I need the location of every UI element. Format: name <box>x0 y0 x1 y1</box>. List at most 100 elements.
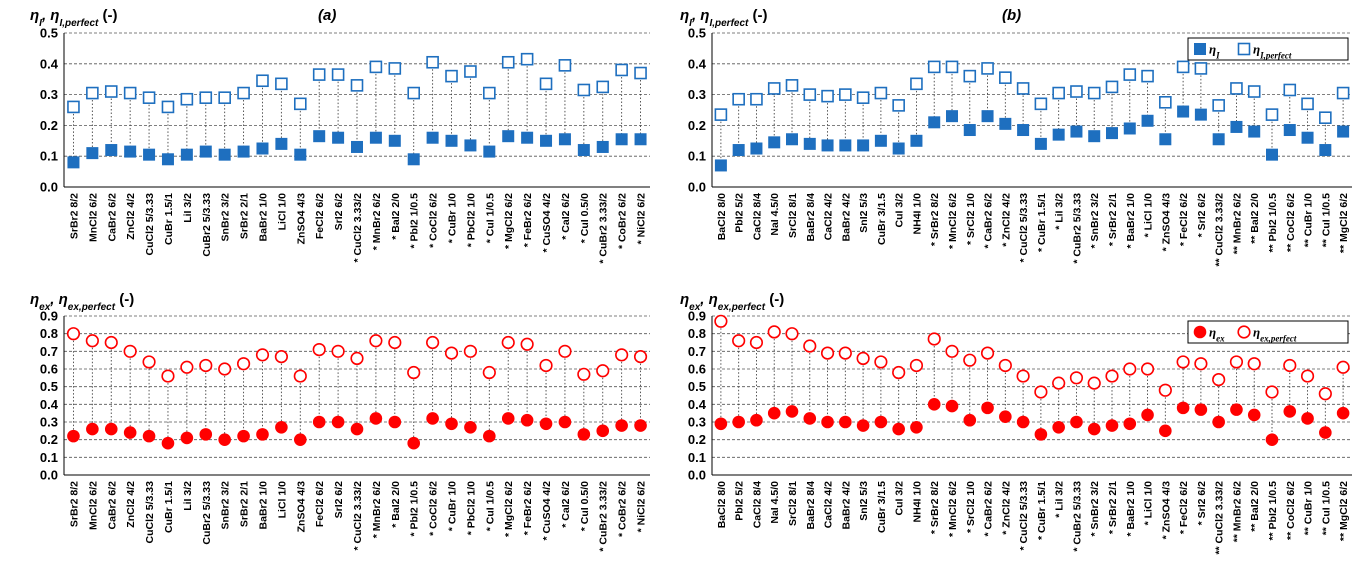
data-point-filled <box>928 116 941 129</box>
data-point-filled <box>910 134 923 147</box>
data-point-open <box>331 344 345 358</box>
data-point-filled <box>1159 133 1172 146</box>
x-category-label: * CuBr2 3.33/2 <box>598 193 610 264</box>
x-category-label: SrI2 6/2 <box>333 193 345 231</box>
data-point-open <box>1194 357 1208 371</box>
x-category-label: * LiCl 1/0 <box>1143 481 1155 526</box>
data-point-open <box>1301 97 1314 111</box>
y-tick-label: 0.2 <box>40 118 58 133</box>
x-category-label: SrBr2 2/1 <box>239 193 251 239</box>
x-category-label: NH4I 1/0 <box>911 193 923 235</box>
data-point-filled <box>1266 148 1278 161</box>
x-category-label: * CoCl2 6/2 <box>428 193 440 248</box>
x-category-label: * CuCl2 5/3.33 <box>1018 481 1030 551</box>
data-point-open <box>785 327 799 341</box>
x-category-label: SnBr2 3/2 <box>220 193 232 242</box>
y-tick-label: 0.8 <box>40 326 58 341</box>
y-tick-label: 0.6 <box>40 362 58 377</box>
x-category-label: * CuI 1/0.5 <box>484 193 496 243</box>
data-point-filled <box>388 134 401 147</box>
x-category-label: * MnBr2 6/2 <box>371 481 383 538</box>
data-point-filled <box>199 145 212 158</box>
data-point-open <box>256 74 269 88</box>
x-category-label: ** CoCl2 6/2 <box>1285 481 1297 540</box>
data-point-filled <box>821 139 834 152</box>
data-point-open <box>350 79 364 92</box>
data-point-filled <box>839 139 852 152</box>
data-point-open <box>293 369 307 383</box>
data-point-open <box>856 91 870 104</box>
data-point-filled <box>426 131 439 144</box>
data-point-filled <box>1301 131 1314 144</box>
data-point-open <box>369 334 383 348</box>
y-tick-label: 0.0 <box>40 180 58 195</box>
data-point-filled <box>714 417 728 431</box>
data-point-open <box>312 68 326 81</box>
data-point-filled <box>999 410 1012 424</box>
data-point-filled <box>1052 128 1065 141</box>
data-point-open <box>1105 369 1119 383</box>
data-point-open <box>927 60 941 74</box>
x-category-label: * PbI2 1/0.5 <box>409 481 421 537</box>
data-point-filled <box>199 428 213 441</box>
y-tick-label: 0.5 <box>688 379 706 394</box>
y-tick-label: 0.8 <box>688 326 706 341</box>
data-point-open <box>1318 387 1332 401</box>
x-category-label: ** CuI 1/0.5 <box>1320 481 1332 535</box>
data-point-open <box>142 355 156 369</box>
x-category-label: SnI2 5/3 <box>858 481 870 521</box>
x-category-label: ** MnBr2 6/2 <box>1231 481 1243 542</box>
x-category-label: ** BaI2 2/0 <box>1249 481 1261 532</box>
chart-title: ηI, ηI,perfect (-) <box>680 7 768 29</box>
x-category-label: * BaBr2 1/0 <box>1125 481 1137 537</box>
x-category-label: CaBr2 6/2 <box>106 481 118 530</box>
x-category-label: * BaI2 2/0 <box>390 481 402 528</box>
data-point-filled <box>1106 127 1118 140</box>
data-point-open <box>1070 85 1083 98</box>
x-category-label: ** CoCl2 6/2 <box>1285 193 1297 252</box>
data-point-open <box>407 86 421 100</box>
data-point-filled <box>1265 433 1279 446</box>
data-point-open <box>445 69 458 83</box>
y-tick-label: 0.9 <box>688 309 706 324</box>
x-category-label: * ZnSO4 4/3 <box>1160 193 1172 252</box>
data-point-filled <box>350 422 364 436</box>
data-point-open <box>218 91 231 104</box>
data-point-filled <box>963 124 976 137</box>
x-category-label: BaBr2 4/2 <box>840 193 852 242</box>
y-tick-label: 0.2 <box>688 432 706 447</box>
data-point-filled <box>237 429 250 443</box>
x-category-label: * LiI 3/2 <box>1054 481 1066 518</box>
x-category-label: SnI2 5/3 <box>858 193 870 233</box>
data-point-filled <box>1177 105 1190 118</box>
x-category-label: * SrCl2 1/0 <box>965 481 977 533</box>
x-category-label: * CuBr2 5/3.33 <box>1071 481 1083 552</box>
data-point-open <box>1283 83 1297 97</box>
x-category-label: NaI 4.5/0 <box>769 193 781 236</box>
x-category-label: * MgCl2 6/2 <box>503 193 515 249</box>
y-tick-label: 0.2 <box>688 118 706 133</box>
data-point-open <box>1123 362 1137 376</box>
x-category-label: ZnCl2 4/2 <box>125 193 137 240</box>
data-point-filled <box>1017 124 1030 137</box>
data-point-open <box>1229 355 1244 369</box>
x-category-label: ** CuI 1/0.5 <box>1320 193 1332 247</box>
data-point-filled <box>821 415 834 429</box>
data-point-open <box>123 344 137 358</box>
data-point-open <box>1176 60 1190 74</box>
legend-marker <box>1237 325 1251 339</box>
data-point-filled <box>1034 137 1047 150</box>
data-point-filled <box>1337 125 1350 138</box>
x-category-label: * MnBr2 6/2 <box>371 193 383 250</box>
data-point-open <box>909 358 924 373</box>
y-tick-label: 0.4 <box>40 397 59 412</box>
x-category-label: SrCl2 8/1 <box>787 481 799 526</box>
data-point-open <box>892 365 906 380</box>
x-category-label: * CuBr 1/0 <box>447 193 459 243</box>
data-point-filled <box>558 133 571 146</box>
data-point-open <box>1140 362 1155 376</box>
data-point-open <box>180 92 194 106</box>
data-point-open <box>199 91 213 104</box>
data-point-filled <box>927 398 941 411</box>
